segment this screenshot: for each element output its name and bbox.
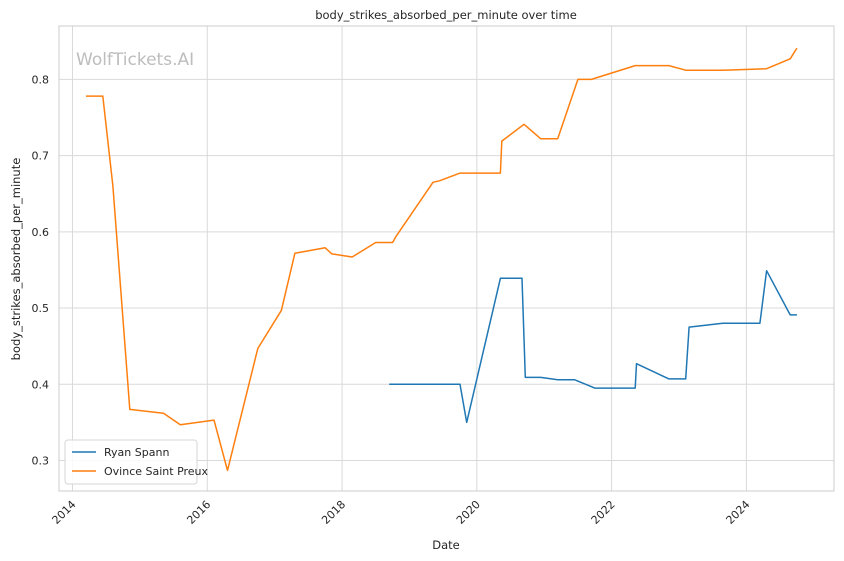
series-line-2 xyxy=(86,47,798,472)
watermark: WolfTickets.AI xyxy=(76,50,194,70)
x-tick-label: 2022 xyxy=(589,498,618,527)
x-tick-label: 2016 xyxy=(184,498,213,527)
legend-box xyxy=(64,439,198,485)
x-axis-label: Date xyxy=(432,538,460,552)
y-tick-label: 0.5 xyxy=(32,302,50,315)
chart-title: body_strikes_absorbed_per_minute over ti… xyxy=(315,8,577,22)
legend: Ryan Spann Ovince Saint Preux xyxy=(64,439,209,485)
series-line-1 xyxy=(389,269,797,424)
y-tick-label: 0.7 xyxy=(32,150,50,163)
legend-label: Ryan Spann xyxy=(104,446,169,459)
x-tick-label: 2014 xyxy=(50,498,79,527)
y-axis-label: body_strikes_absorbed_per_minute xyxy=(9,158,23,361)
y-tick-label: 0.4 xyxy=(32,378,50,391)
y-tick-label: 0.6 xyxy=(32,226,50,239)
x-tick-labels: 2014 2016 2018 2020 2022 2024 xyxy=(50,498,753,527)
y-tick-label: 0.8 xyxy=(32,73,50,86)
legend-label: Ovince Saint Preux xyxy=(104,465,209,478)
y-tick-labels: 0.3 0.4 0.5 0.6 0.7 0.8 xyxy=(32,73,50,467)
x-tick-label: 2020 xyxy=(454,498,483,527)
grid-lines xyxy=(59,26,834,491)
series-layer xyxy=(86,47,798,472)
x-tick-label: 2018 xyxy=(319,498,348,527)
y-tick-label: 0.3 xyxy=(32,455,50,468)
plot-background xyxy=(59,26,834,491)
x-tick-label: 2024 xyxy=(724,498,753,527)
plot-frame xyxy=(58,25,835,492)
